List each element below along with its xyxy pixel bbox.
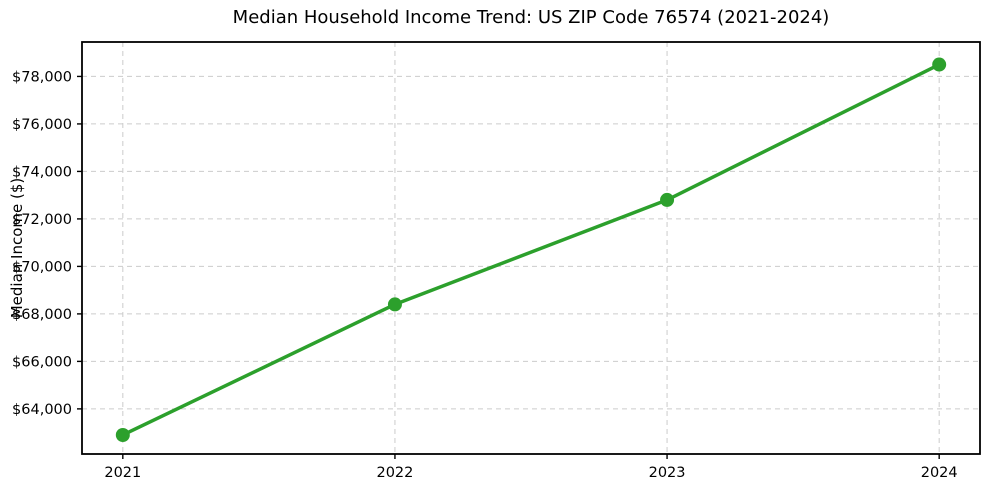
x-tick-label: 2022 — [376, 465, 413, 481]
y-tick-label: $74,000 — [12, 164, 72, 180]
trend-line — [121, 62, 941, 437]
y-tick-label: $68,000 — [12, 307, 72, 323]
y-tick-label: $72,000 — [12, 212, 72, 228]
x-tick-label: 2023 — [649, 465, 686, 481]
y-tick-label: $64,000 — [12, 402, 72, 418]
y-tick-label: $66,000 — [12, 354, 72, 370]
data-point-marker — [932, 57, 947, 72]
data-point-marker — [387, 297, 402, 312]
y-tick-label: $78,000 — [12, 70, 72, 86]
data-point-marker — [660, 192, 675, 207]
x-tick-label: 2021 — [104, 465, 141, 481]
y-tick-label: $76,000 — [12, 117, 72, 133]
chart-title: Median Household Income Trend: US ZIP Co… — [232, 7, 830, 28]
data-point-marker — [115, 428, 130, 443]
y-tick-label: $70,000 — [12, 259, 72, 275]
x-tick-label: 2024 — [921, 465, 958, 481]
axes-frame — [81, 41, 981, 455]
